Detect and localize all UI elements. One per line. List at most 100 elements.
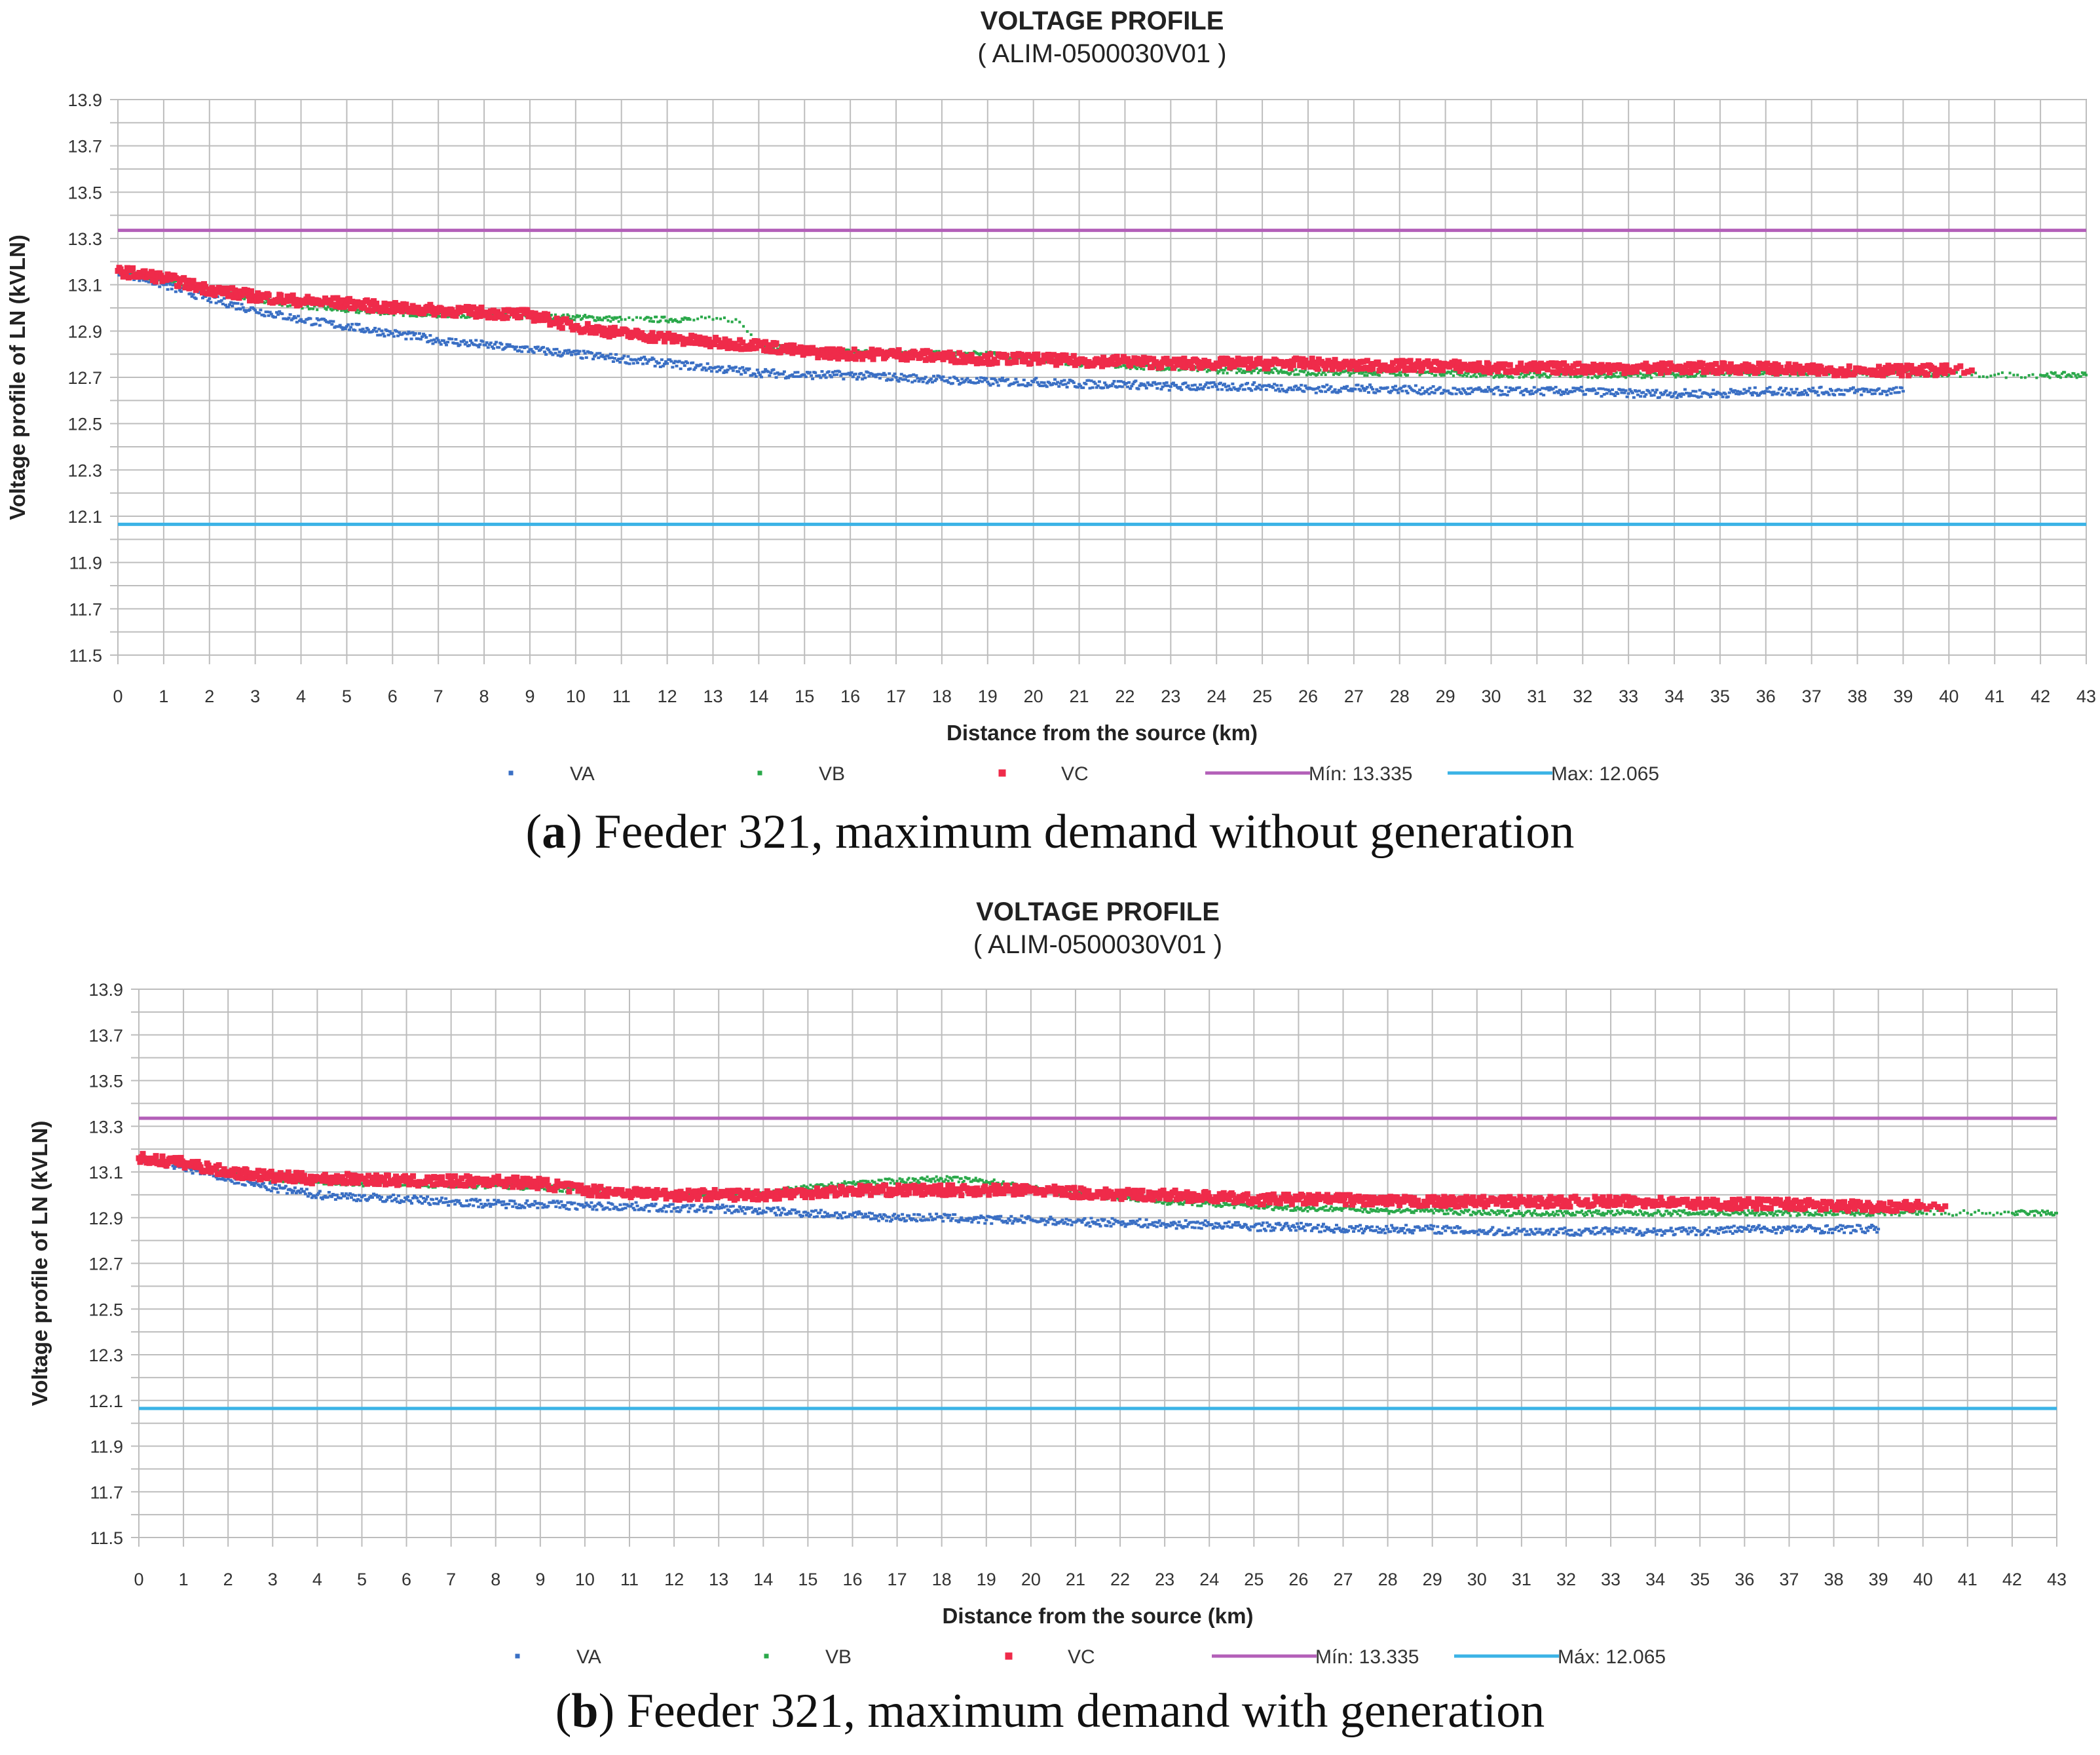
data-point-VB — [1522, 375, 1525, 379]
data-point-VC — [652, 338, 658, 345]
data-point-VA — [1691, 390, 1695, 393]
data-point-VA — [1560, 390, 1564, 394]
data-point-VB — [1575, 374, 1578, 377]
data-point-VA — [1577, 387, 1581, 390]
data-point-VC — [1495, 368, 1501, 375]
data-point-VC — [1655, 366, 1661, 373]
data-point-VB — [1495, 373, 1498, 377]
y-tick-label: 13.7 — [88, 1026, 123, 1046]
data-point-VB — [1220, 368, 1224, 371]
data-point-VC — [1846, 363, 1852, 369]
data-point-VB — [1594, 375, 1598, 379]
data-point-VA — [1342, 385, 1346, 388]
data-point-VB — [1289, 371, 1292, 375]
data-point-VA — [597, 356, 601, 360]
data-point-VA — [1796, 394, 1800, 397]
data-point-VA — [1232, 386, 1236, 389]
data-point-VA — [376, 333, 380, 337]
data-point-VB — [1324, 373, 1327, 377]
data-point-VA — [940, 378, 944, 381]
data-point-VA — [1847, 388, 1851, 392]
data-point-VB — [507, 1187, 510, 1190]
data-point-VA — [757, 371, 760, 374]
data-point-VB — [683, 316, 686, 320]
data-point-VB — [590, 315, 593, 318]
data-point-VA — [960, 377, 964, 381]
data-point-VB — [939, 1177, 942, 1180]
data-point-VA — [595, 352, 599, 355]
data-point-VA — [1757, 394, 1761, 397]
data-point-VA — [995, 381, 999, 384]
data-point-VA — [986, 381, 990, 384]
data-point-VA — [661, 364, 665, 368]
data-point-VB — [1264, 371, 1267, 374]
data-point-VC — [1889, 369, 1896, 375]
data-point-VA — [1551, 387, 1555, 390]
data-point-VA — [1558, 388, 1562, 392]
data-point-VC — [1687, 369, 1694, 375]
data-point-VA — [1482, 390, 1486, 393]
data-point-VA — [750, 373, 754, 377]
data-point-VA — [1852, 391, 1856, 394]
data-point-VC — [125, 274, 132, 281]
data-point-VA — [1344, 387, 1348, 390]
data-point-VB — [1628, 374, 1632, 377]
data-point-VA — [481, 340, 485, 343]
data-point-VC — [866, 350, 872, 356]
data-point-VB — [952, 1176, 955, 1179]
data-point-VA — [1607, 389, 1611, 392]
data-point-VB — [953, 1175, 956, 1179]
data-point-VA — [1286, 388, 1290, 391]
data-point-VB — [967, 1177, 971, 1180]
data-point-VA — [888, 372, 891, 375]
data-point-VA — [1281, 388, 1284, 391]
data-point-VB — [2072, 372, 2076, 375]
data-point-VB — [649, 316, 652, 320]
data-point-VA — [819, 376, 823, 379]
data-point-VA — [679, 367, 683, 370]
data-point-VA — [740, 373, 743, 376]
data-point-VA — [758, 373, 762, 377]
data-point-VA — [838, 370, 842, 373]
data-point-VA — [462, 339, 466, 342]
data-point-VB — [707, 315, 711, 318]
data-point-VC — [202, 284, 209, 290]
data-point-VA — [640, 356, 644, 360]
data-point-VA — [1197, 387, 1201, 390]
data-point-VB — [1326, 370, 1330, 373]
data-point-VB — [566, 313, 569, 316]
data-point-VA — [1178, 386, 1182, 389]
data-point-VA — [555, 348, 559, 351]
data-point-VA — [190, 295, 194, 298]
data-point-VC — [1842, 372, 1848, 379]
data-point-VB — [975, 1179, 979, 1182]
data-point-VC — [1666, 368, 1672, 374]
data-point-VB — [576, 315, 580, 318]
data-point-VA — [630, 358, 634, 362]
x-tick-label: 41 — [1958, 1570, 1978, 1589]
data-point-VC — [167, 276, 174, 282]
data-point-VA — [404, 337, 408, 341]
data-point-VA — [914, 374, 918, 377]
data-point-VB — [2019, 376, 2023, 379]
data-point-VA — [699, 363, 703, 366]
data-point-VC — [422, 307, 428, 314]
data-point-VB — [2076, 373, 2080, 376]
data-point-VB — [669, 318, 673, 321]
data-point-VA — [1263, 384, 1267, 387]
data-point-VB — [1343, 370, 1346, 373]
data-point-VC — [1419, 365, 1426, 371]
data-point-VB — [550, 313, 553, 316]
data-point-VB — [1673, 373, 1676, 377]
data-point-VB — [1438, 373, 1442, 376]
data-point-VA — [714, 366, 718, 369]
data-point-VC — [349, 298, 356, 305]
data-point-VB — [886, 1178, 890, 1181]
data-point-VA — [925, 381, 929, 385]
data-point-VC — [1296, 356, 1302, 362]
data-point-VB — [415, 315, 419, 318]
data-point-VB — [1260, 368, 1263, 371]
data-point-VB — [2075, 376, 2078, 379]
data-point-VB — [1590, 376, 1594, 379]
data-point-VA — [1229, 388, 1233, 391]
